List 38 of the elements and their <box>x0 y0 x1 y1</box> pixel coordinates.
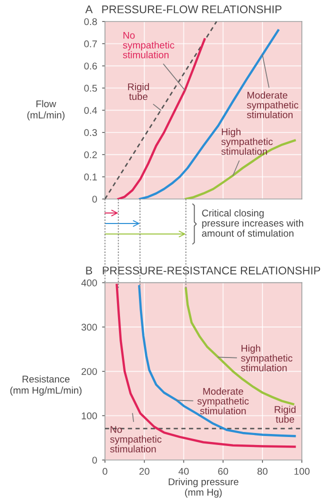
y-tick-label: 0 <box>92 196 97 203</box>
series-label: Moderate sympathetic stimulation <box>246 92 298 118</box>
line-series <box>184 139 296 199</box>
series-label: Rigid tube <box>274 406 296 423</box>
y-tick-label: 0 <box>92 456 97 464</box>
y-tick-label: 300 <box>81 324 97 331</box>
y-tick-label: 0.3 <box>84 129 97 136</box>
x-tick-label: 100 <box>294 468 310 475</box>
text: Critical closing pressure increases with amount of stimulation <box>202 209 304 237</box>
text: No sympathetic stimulation <box>122 32 174 58</box>
y-tick-label: 0.1 <box>84 174 97 180</box>
x-tick-label: 20 <box>139 468 150 475</box>
chart-title: B PRESSURE-RESISTANCE RELATIONSHIP <box>86 266 320 274</box>
y-tick-label: 0.4 <box>84 106 98 114</box>
y-tick-label: 0.8 <box>84 18 97 26</box>
line-series <box>138 285 296 438</box>
y-tick-label: 200 <box>82 368 97 375</box>
y-tick-label: 400 <box>81 279 97 286</box>
y-tick-label: 100 <box>82 412 97 420</box>
y-tick-label: 0.6 <box>84 62 97 70</box>
line-series <box>184 287 294 406</box>
y-tick-label: 0.7 <box>84 40 97 48</box>
series-label: No sympathetic stimulation <box>110 426 162 452</box>
series-label: High sympathetic stimulation <box>221 128 273 155</box>
line-series <box>117 38 206 199</box>
x-tick-label: 80 <box>257 468 268 475</box>
y-tick-label: 0.5 <box>84 84 97 92</box>
series-label: Moderate sympathetic stimulation <box>197 388 249 414</box>
y-tick-label: 0.2 <box>84 151 97 158</box>
chart-title: A PRESSURE-FLOW RELATIONSHIP <box>85 5 282 14</box>
series-label: Rigid tube <box>128 83 149 100</box>
y-axis-title: Resistance (mm Hg/mL/min) <box>10 375 82 396</box>
x-tick-label: 0 <box>102 468 108 475</box>
series-label: High sympathetic stimulation <box>241 344 292 372</box>
y-axis-title: Flow (mL/min) <box>27 100 64 120</box>
x-tick-label: 40 <box>178 468 189 475</box>
x-tick-label: 60 <box>218 468 228 475</box>
x-axis-title: Driving pressure (mm Hg) <box>168 478 238 498</box>
